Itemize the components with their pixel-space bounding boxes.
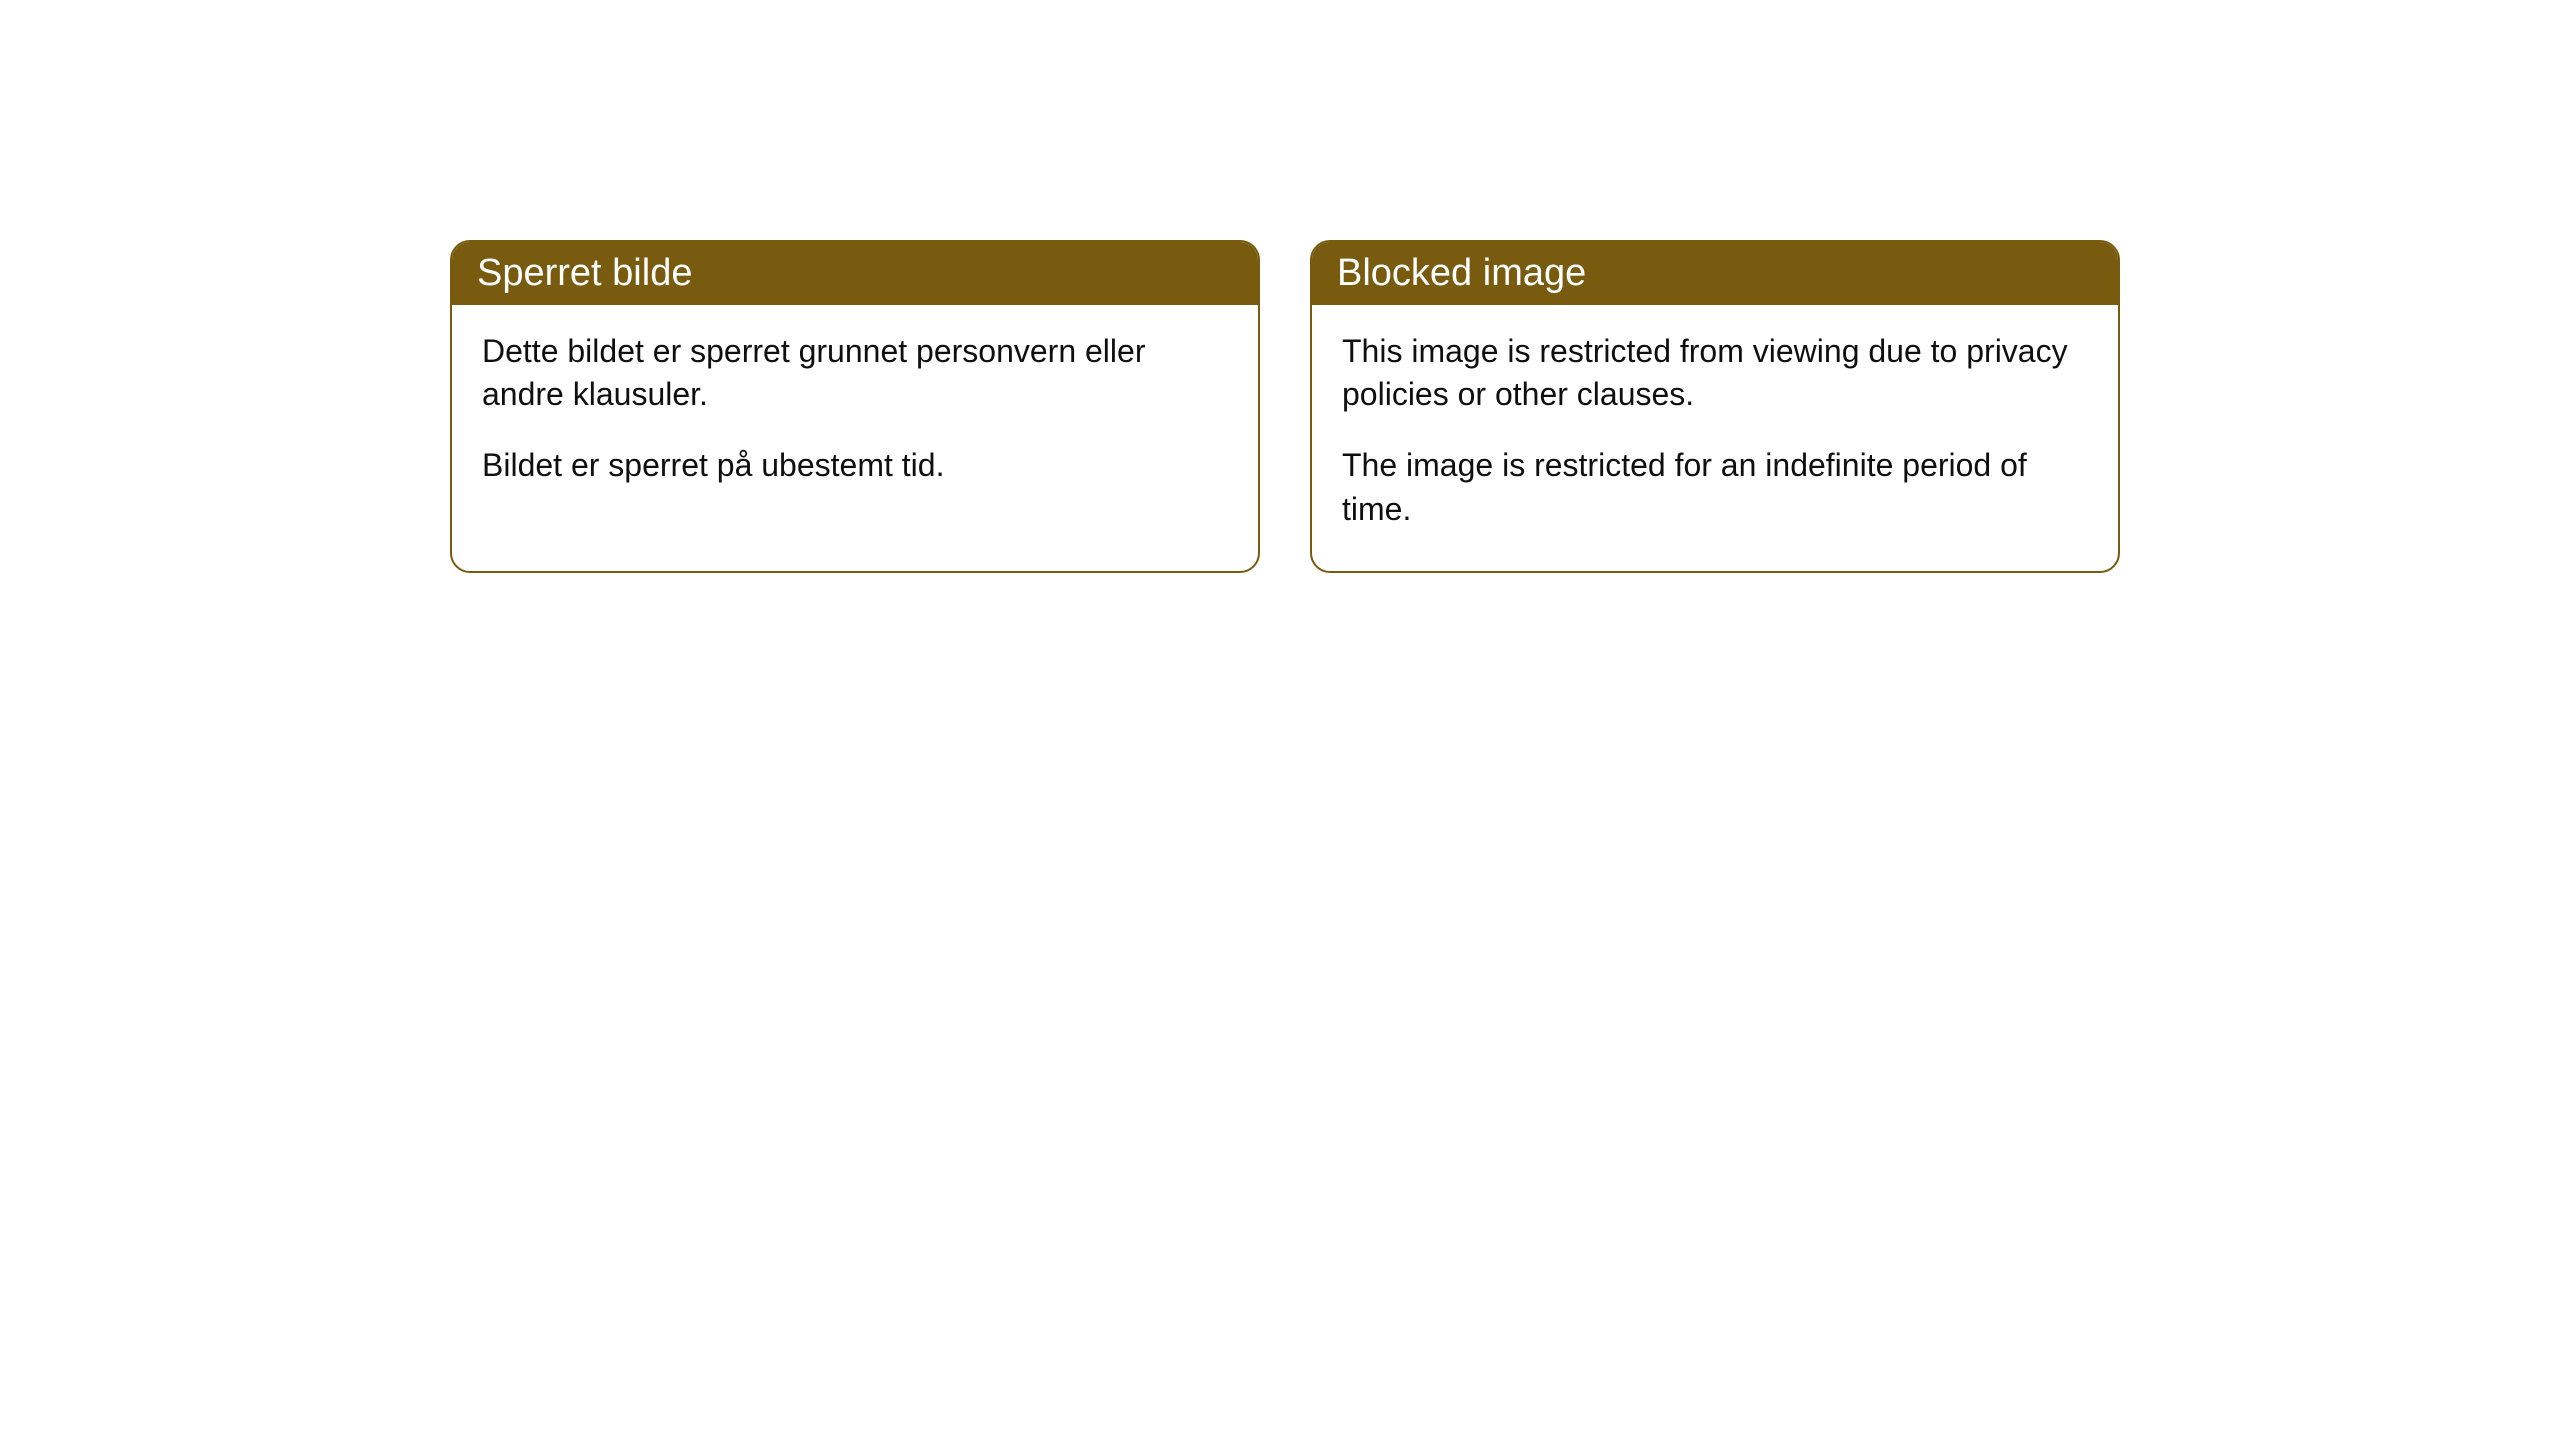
card-header: Sperret bilde — [452, 242, 1258, 305]
card-header: Blocked image — [1312, 242, 2118, 305]
card-paragraph-1: This image is restricted from viewing du… — [1342, 330, 2088, 416]
card-title: Sperret bilde — [477, 252, 692, 294]
card-title: Blocked image — [1337, 252, 1586, 294]
notice-card-english: Blocked image This image is restricted f… — [1310, 240, 2120, 573]
card-body: This image is restricted from viewing du… — [1312, 305, 2118, 571]
card-body: Dette bildet er sperret grunnet personve… — [452, 305, 1258, 528]
notice-card-norwegian: Sperret bilde Dette bildet er sperret gr… — [450, 240, 1260, 573]
card-paragraph-2: The image is restricted for an indefinit… — [1342, 444, 2088, 530]
card-paragraph-1: Dette bildet er sperret grunnet personve… — [482, 330, 1228, 416]
card-paragraph-2: Bildet er sperret på ubestemt tid. — [482, 444, 1228, 487]
notice-cards-container: Sperret bilde Dette bildet er sperret gr… — [0, 0, 2560, 573]
